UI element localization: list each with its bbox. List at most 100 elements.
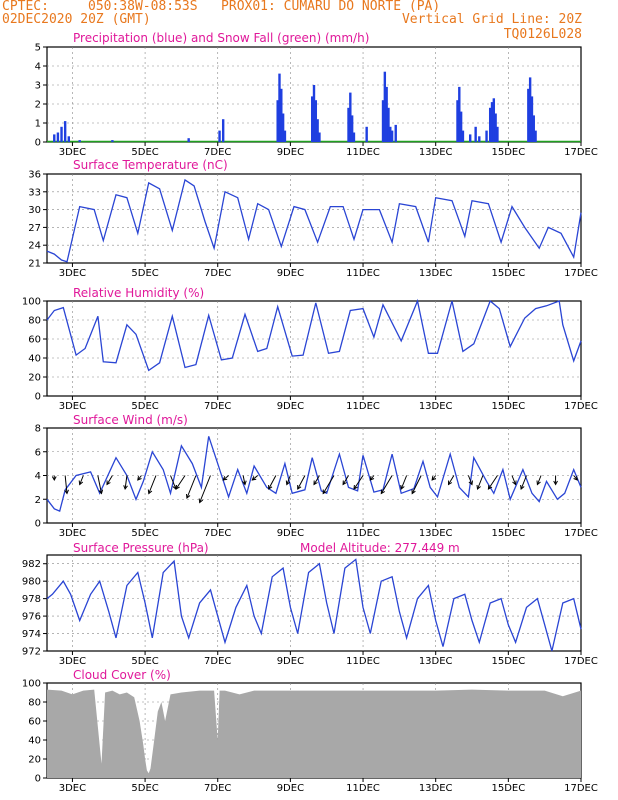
cloud-cover-area [47,689,581,778]
precip-bar [352,132,356,142]
rh-ytick-label: 40 [28,354,41,365]
rh-xtick-label: 9DEC [277,401,304,412]
wind-vector-arrow [411,475,422,494]
wind-vector-arrow [124,475,128,490]
rh-series-line [46,298,582,372]
wind-vector-arrow [380,475,393,494]
wind-vector-arrowhead [447,480,453,486]
wind-vector-arrowhead [400,484,405,490]
rh-xtick-label: 15DEC [491,401,525,412]
wind-vector-arrow [297,475,306,490]
wind-series-line [46,436,582,512]
cloud-ytick-label: 40 [28,736,41,747]
cloud-xtick-label: 11DEC [346,783,380,794]
run-label: 02DEC2020 20Z (GMT) [2,12,151,27]
precip-bar [283,130,287,142]
wind-vector-arrow [313,475,320,485]
precip-bar [387,107,390,142]
precip-ytick-label: 3 [35,81,41,92]
wind-vector-arrow [536,475,542,485]
wind-vector-arrowhead [520,484,525,490]
wind-ytick-label: 0 [35,519,41,530]
precip-ytick-label: 4 [35,62,41,73]
wind-ytick-label: 6 [35,447,41,458]
precip-bar [389,126,392,142]
precip-bar [218,130,221,142]
precip-bar [474,126,477,142]
precip-xtick-label: 17DEC [564,147,598,158]
wind-vector-arrowhead [198,498,204,504]
rh-xtick-label: 3DEC [59,401,86,412]
rh-xtick-label: 13DEC [419,401,453,412]
precip-bar [278,73,281,142]
pres-ytick-label: 982 [22,559,41,570]
pres-frame [46,554,582,652]
temp-ytick-label: 36 [28,170,41,181]
precip-bar [316,119,319,142]
precip-bar [485,130,488,142]
wind-vector-arrow [488,475,498,490]
wind-vector-arrowhead [487,484,493,490]
precip-ytick-label: 1 [35,119,41,130]
wind-vector-arrowhead [123,485,128,491]
precip-bar [461,130,465,142]
pres-ytick-label: 978 [22,594,41,605]
precip-bar [494,113,497,142]
precip-bar [527,88,530,142]
precip-bar [67,136,70,142]
rh-ytick-label: 80 [28,316,41,327]
precip-bar [347,107,350,142]
wind-vector-arrow [520,475,527,490]
wind-vector-arrowhead [353,484,358,490]
precip-ytick-label: 2 [35,100,41,111]
rh-frame [46,300,582,397]
wind-vector-arrow [268,475,277,490]
precip-bar [281,113,285,142]
temp-xtick-label: 15DEC [491,268,525,279]
temp-frame [46,173,582,264]
wind-vector-arrow [400,475,408,490]
rh-ytick-label: 0 [35,392,41,403]
wind-vector-arrowhead [222,476,228,481]
precip-bar [496,126,499,142]
wind-xtick-label: 3DEC [59,528,86,539]
cloud-xtick-label: 17DEC [564,783,598,794]
precip-xtick-label: 13DEC [419,147,453,158]
precip-bar [221,119,225,142]
wind-vector-arrowhead [573,476,578,481]
precip-ytick-label: 5 [35,43,41,54]
wind-vector-arrowhead [268,484,273,490]
rh-xtick-label: 7DEC [204,401,231,412]
rh-xtick-label: 5DEC [131,401,158,412]
cloud-ytick-label: 100 [22,679,41,690]
precip-bar [310,96,314,142]
precip-bar [459,111,463,142]
pres-title: Surface Pressure (hPa) [73,541,209,555]
temp-xtick-label: 17DEC [564,268,598,279]
wind-vector-arrow [186,475,197,499]
pres-annotation: Model Altitude: 277.449 m [300,541,460,555]
pres-xtick-label: 17DEC [564,656,598,667]
wind-vector-arrowhead [175,484,180,490]
precip-ytick-label: 0 [35,138,41,149]
cloud-ytick-label: 20 [28,755,41,766]
precip-bar [365,126,368,142]
pres-ytick-label: 976 [22,612,41,623]
pres-xtick-label: 9DEC [277,656,304,667]
wind-vector-arrow [251,475,259,481]
wind-vector-arrowhead [512,480,517,486]
pres-xtick-label: 15DEC [491,656,525,667]
wind-vector-arrowhead [297,485,302,490]
wind-vector-arrowhead [147,489,153,495]
wind-vector-arrowhead [106,480,111,486]
wind-vector-arrowhead [78,480,84,486]
wind-vector-arrow [467,475,473,485]
wind-vector-arrowhead [476,484,481,490]
wind-vector-arrowhead [137,476,142,481]
precip-xtick-label: 7DEC [204,147,231,158]
wind-vector-arrow [64,475,68,494]
wind-vector-arrowhead [242,480,247,486]
wind-vector-arrow [242,475,246,485]
wind-vector-arrowhead [411,489,416,495]
